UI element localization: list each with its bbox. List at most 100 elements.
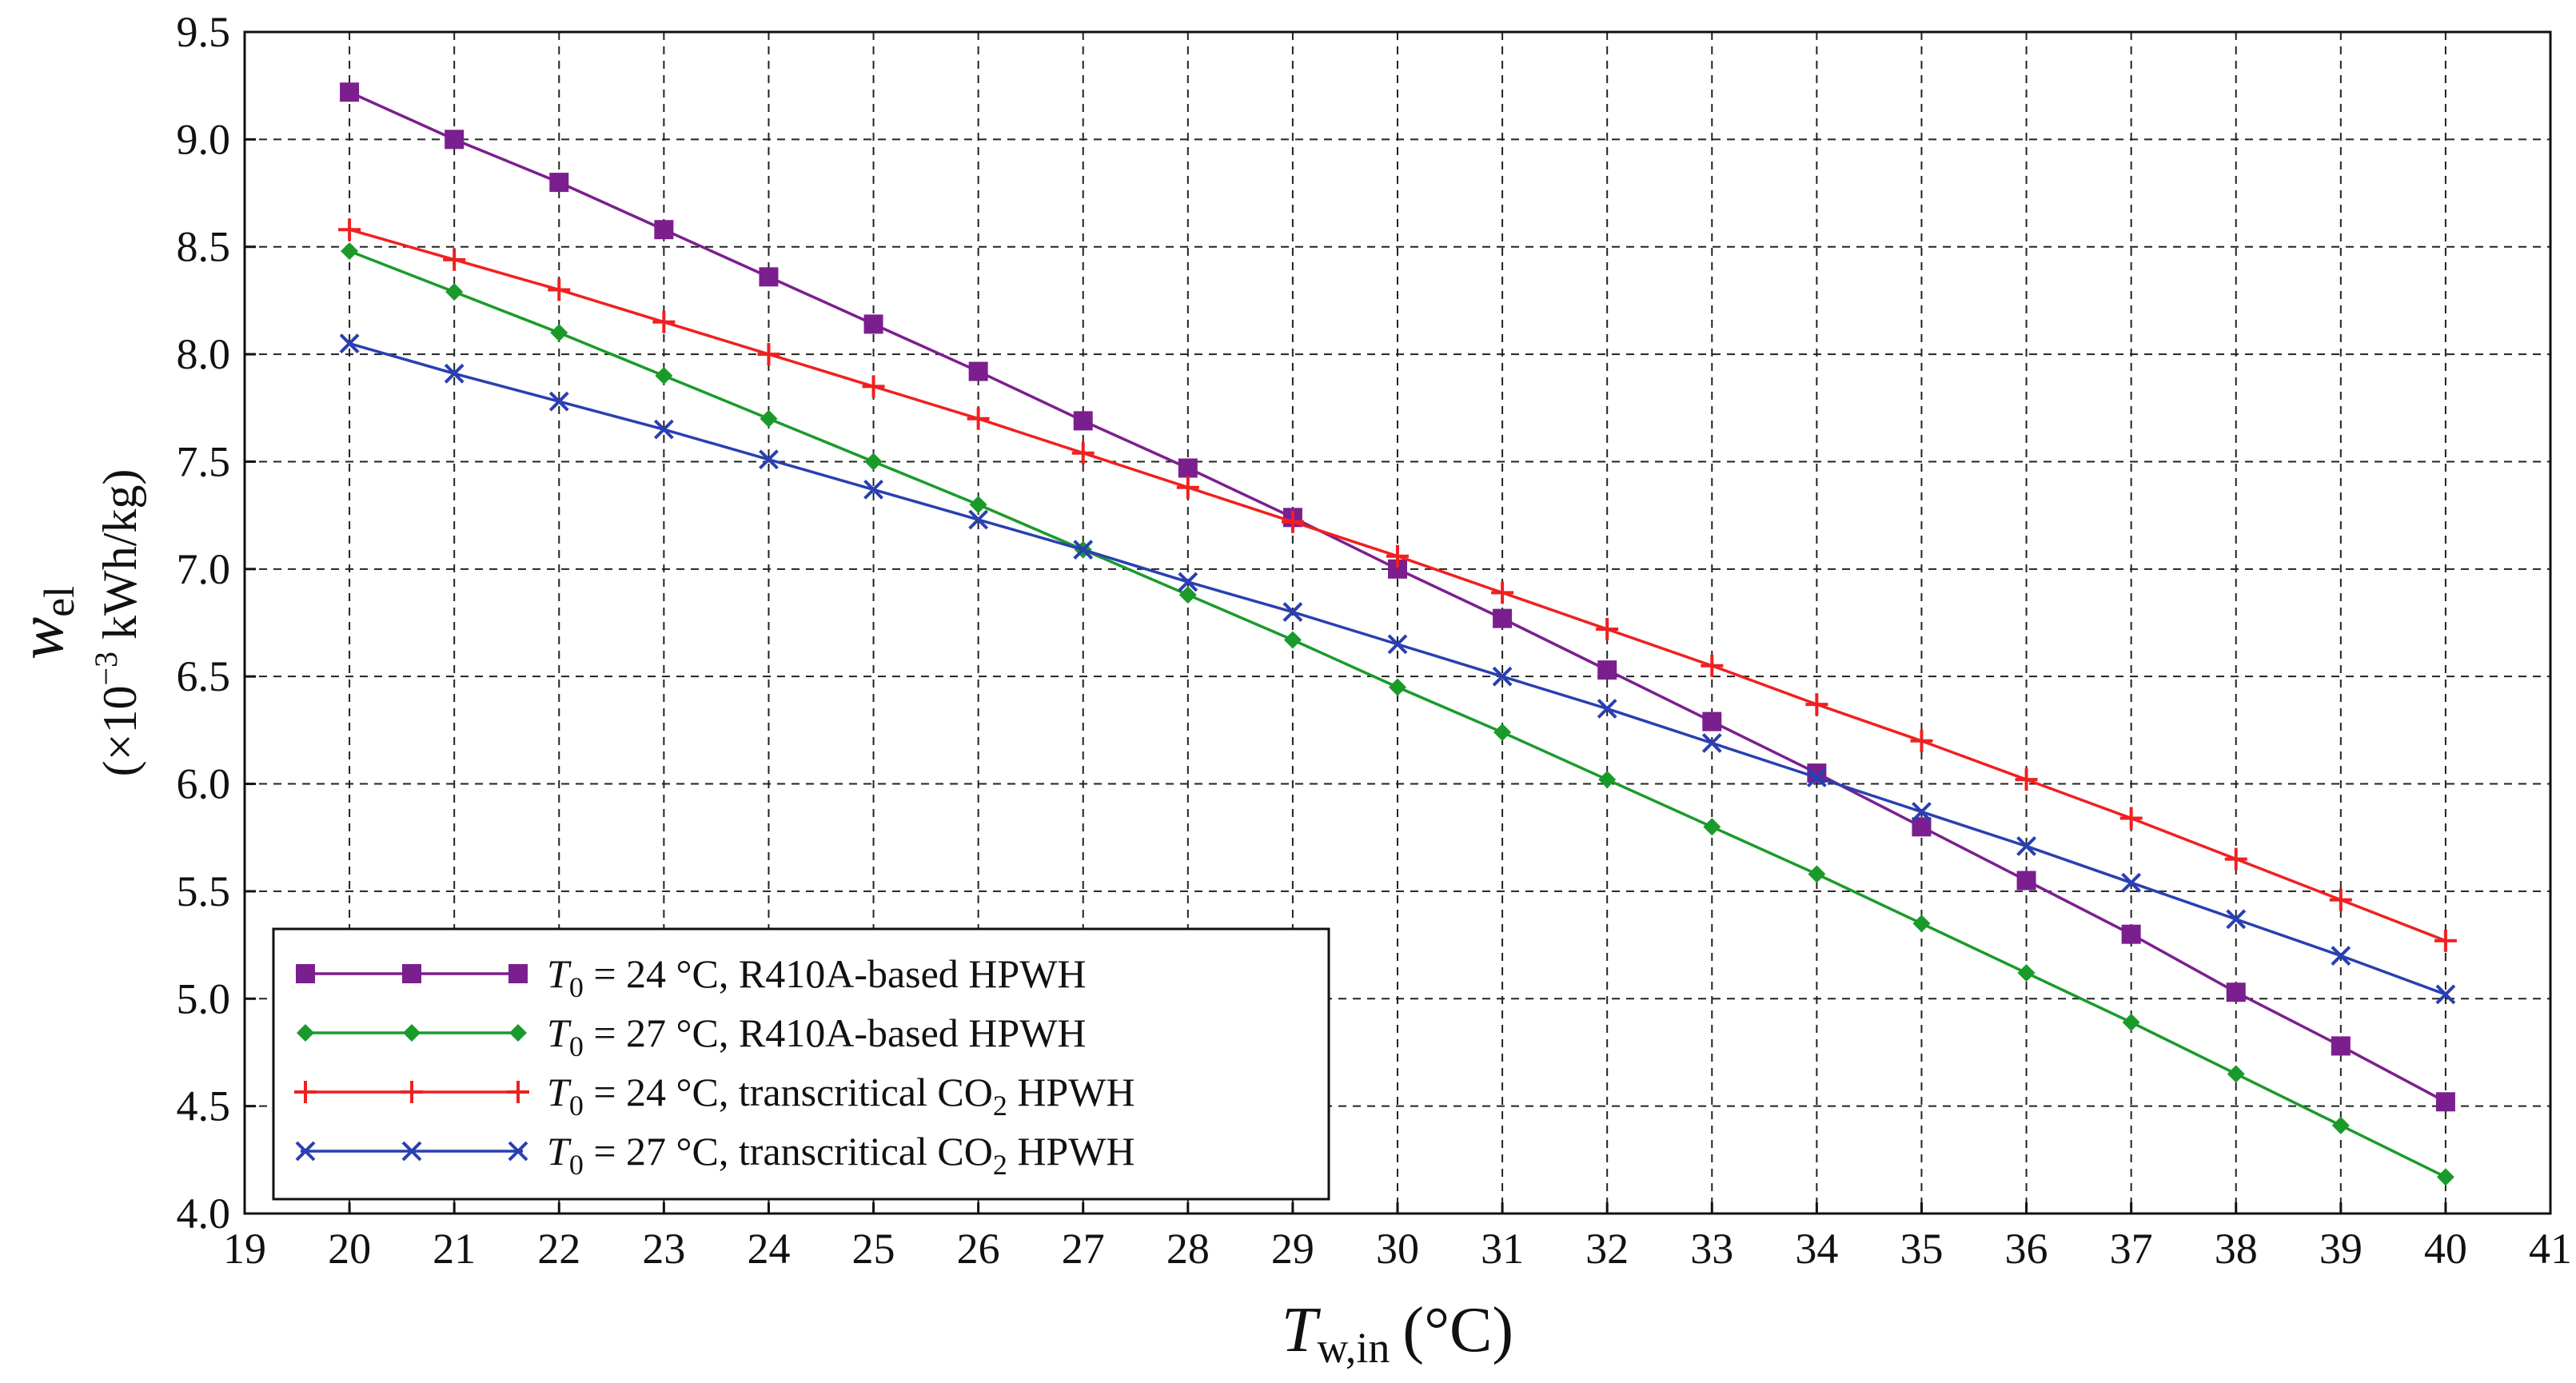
legend-entry-2: T0 = 27 °C, R410A-based HPWH xyxy=(297,1010,1087,1062)
series-3 xyxy=(338,218,2457,952)
series-4 xyxy=(339,333,2456,1005)
y-tick-label: 5.5 xyxy=(177,867,231,915)
x-tick-label: 34 xyxy=(1795,1225,1838,1273)
data-point xyxy=(340,82,360,102)
axis-ticks: 19 20 21 22 23 24 25 26 27 28 29 30 31 32 33 34 35 36 37 38… xyxy=(177,8,2573,1273)
x-tick-label: 25 xyxy=(852,1225,895,1273)
x-tick-label: 26 xyxy=(957,1225,1000,1273)
y-tick-label: 9.0 xyxy=(177,115,231,163)
y-tick-label: 4.5 xyxy=(177,1082,231,1130)
x-tick-label: 36 xyxy=(2005,1225,2048,1273)
y-axis-title: wel (×10−3 kWh/kg) xyxy=(6,469,146,777)
data-point xyxy=(1598,771,1617,789)
data-point xyxy=(1283,631,1302,649)
data-point xyxy=(1281,510,1304,533)
data-point xyxy=(2435,1092,2455,1112)
data-point xyxy=(759,267,779,287)
data-point xyxy=(1912,802,1932,822)
data-point xyxy=(1701,654,1724,677)
legend: T0 = 24 °C, R410A-based HPWH T0 = 27 °C, … xyxy=(272,927,1330,1201)
data-point xyxy=(2331,1036,2351,1056)
data-point xyxy=(549,173,569,193)
data-point xyxy=(548,391,569,412)
data-point xyxy=(2436,1168,2454,1186)
legend-marker xyxy=(402,964,421,983)
y-tick-label: 7.0 xyxy=(177,545,231,593)
x-tick-label: 30 xyxy=(1376,1225,1419,1273)
data-point xyxy=(1806,767,1827,787)
legend-marker xyxy=(297,1024,314,1042)
data-point xyxy=(2435,984,2456,1005)
data-point xyxy=(2121,924,2141,944)
data-point xyxy=(2121,872,2142,893)
legend-label: T0 = 27 °C, transcritical CO2 HPWH xyxy=(547,1129,1135,1181)
data-point xyxy=(548,278,571,301)
x-axis-title: Tw,in (°C) xyxy=(1282,1295,1513,1372)
data-point xyxy=(338,218,361,241)
y-tick-label: 6.0 xyxy=(177,760,231,808)
data-point xyxy=(2227,1065,2245,1083)
data-point xyxy=(1493,723,1512,742)
data-point xyxy=(2119,807,2143,830)
data-point xyxy=(2016,836,2036,856)
data-point xyxy=(653,419,674,440)
data-point xyxy=(2226,909,2247,930)
legend-entry-3: T0 = 24 °C, transcritical CO2 HPWH xyxy=(294,1070,1135,1122)
x-tick-label: 23 xyxy=(642,1225,685,1273)
x-tick-label: 38 xyxy=(2215,1225,2258,1273)
data-point xyxy=(968,361,988,381)
data-point xyxy=(1703,818,1721,836)
x-tick-label: 29 xyxy=(1271,1225,1314,1273)
x-tick-label: 20 xyxy=(328,1225,371,1273)
x-tick-label: 32 xyxy=(1585,1225,1629,1273)
data-point xyxy=(2331,1116,2350,1134)
data-point xyxy=(863,314,883,334)
data-point xyxy=(1912,817,1932,837)
series-2 xyxy=(341,242,2454,1186)
data-point xyxy=(550,324,568,342)
y-tick-label: 5.0 xyxy=(177,974,231,1022)
data-point xyxy=(2434,929,2457,952)
data-series xyxy=(338,82,2457,1186)
data-point xyxy=(444,363,465,384)
data-point xyxy=(1491,581,1514,604)
data-point xyxy=(1178,572,1198,592)
data-point xyxy=(1702,711,1722,731)
data-point xyxy=(967,407,990,430)
data-point xyxy=(339,333,360,354)
data-point xyxy=(341,242,359,261)
y-tick-label: 8.0 xyxy=(177,330,231,378)
y-tick-label: 4.0 xyxy=(177,1190,231,1238)
data-point xyxy=(2015,768,2038,791)
legend-marker xyxy=(401,1141,422,1162)
x-tick-label: 22 xyxy=(537,1225,580,1273)
x-tick-label: 35 xyxy=(1900,1225,1943,1273)
legend-entry-1: T0 = 24 °C, R410A-based HPWH xyxy=(296,951,1087,1003)
data-point xyxy=(862,375,885,398)
x-tick-label: 39 xyxy=(2319,1225,2363,1273)
data-point xyxy=(445,130,465,149)
y-tick-label: 8.5 xyxy=(177,223,231,271)
data-point xyxy=(968,509,989,530)
legend-label: T0 = 24 °C, transcritical CO2 HPWH xyxy=(547,1070,1135,1122)
data-point xyxy=(2329,888,2352,911)
data-point xyxy=(1912,915,1931,933)
x-tick-label: 28 xyxy=(1166,1225,1210,1273)
data-point xyxy=(2016,871,2036,891)
x-tick-label: 27 xyxy=(1062,1225,1105,1273)
data-point xyxy=(1073,540,1094,560)
y-tick-label: 7.5 xyxy=(177,437,231,485)
data-point xyxy=(1073,411,1093,431)
y-tick-label: 9.5 xyxy=(177,8,231,56)
data-point xyxy=(2331,946,2351,966)
data-point xyxy=(655,366,673,385)
data-point xyxy=(1808,865,1826,883)
data-point xyxy=(1176,476,1199,499)
x-tick-label: 33 xyxy=(1690,1225,1733,1273)
data-point xyxy=(864,452,883,471)
data-point xyxy=(1597,699,1617,719)
data-point xyxy=(1387,634,1408,655)
data-point xyxy=(1701,733,1722,753)
legend-marker xyxy=(509,1024,527,1042)
